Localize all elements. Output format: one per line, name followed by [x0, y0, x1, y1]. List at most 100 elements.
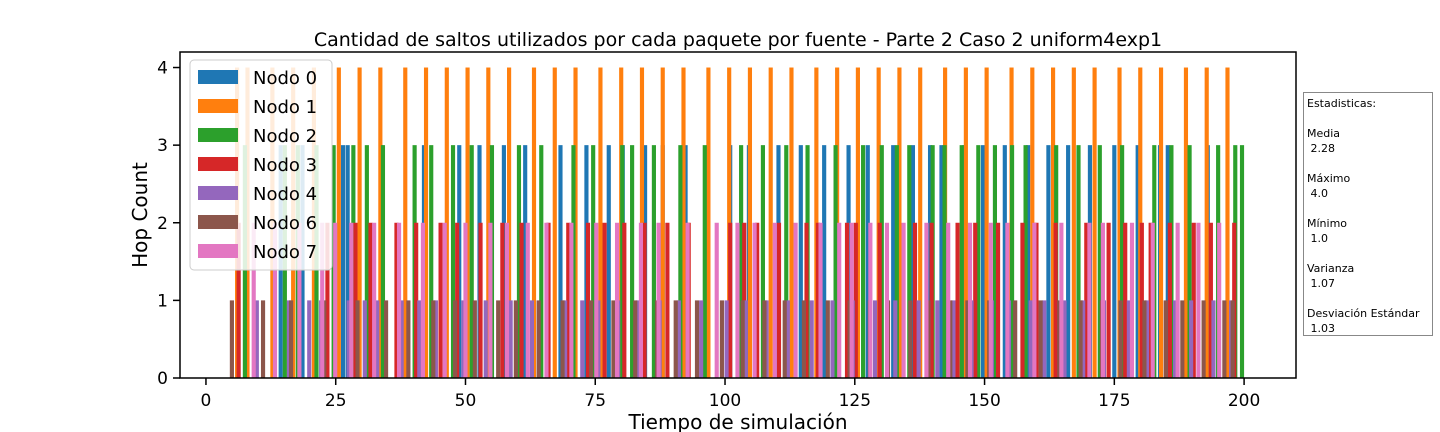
bar-nodo-4-2	[307, 300, 312, 378]
x-tick-label: 50	[455, 391, 477, 411]
y-tick-label: 2	[157, 214, 168, 234]
bar-nodo-3-17	[665, 222, 670, 378]
bar-nodo-7-18	[638, 222, 644, 378]
bar-nodo-7-21	[714, 222, 719, 378]
bar-nodo-4-9	[433, 300, 438, 378]
bar-nodo-7-12	[504, 222, 510, 378]
bar-nodo-4-33	[951, 300, 956, 378]
bar-nodo-1-11	[465, 67, 470, 378]
bar-nodo-0-27	[939, 145, 944, 378]
bar-nodo-7-37	[1032, 222, 1037, 378]
bar-nodo-6-25	[825, 300, 830, 378]
bar-nodo-3-6	[438, 222, 443, 378]
bar-nodo-3-15	[622, 222, 627, 378]
bar-nodo-1-25	[768, 67, 773, 378]
bar-nodo-7-38	[1059, 222, 1064, 378]
bar-nodo-6-6	[406, 300, 411, 378]
x-tick-label: 200	[1228, 391, 1260, 411]
legend-swatch-nodo-7	[198, 244, 238, 258]
bar-nodo-6-37	[1078, 300, 1083, 378]
bar-nodo-6-44	[1222, 300, 1227, 378]
bar-nodo-6-29	[908, 300, 913, 378]
bar-nodo-7-20	[685, 222, 690, 378]
bar-nodo-2-36	[1009, 145, 1015, 378]
chart-title: Cantidad de saltos utilizados por cada p…	[314, 29, 1162, 51]
bar-nodo-0-3	[345, 145, 350, 378]
bar-nodo-2-18	[630, 145, 635, 378]
bar-nodo-2-29	[894, 145, 899, 378]
bar-nodo-7-32	[924, 222, 929, 378]
bar-nodo-6-45	[1230, 300, 1235, 378]
bar-nodo-7-13	[525, 222, 530, 378]
bar-nodo-3-31	[973, 222, 978, 378]
bar-nodo-2-26	[833, 145, 838, 378]
bar-nodo-4-8	[417, 300, 422, 378]
bar-nodo-2-17	[620, 145, 625, 378]
bar-nodo-7-6	[372, 222, 377, 378]
bar-nodo-0-21	[822, 145, 827, 378]
stats-header: Estadisticas:	[1307, 97, 1377, 110]
legend-label-nodo-4: Nodo 4	[253, 184, 317, 205]
bar-nodo-1-9	[423, 67, 429, 378]
bar-nodo-6-39	[1118, 300, 1123, 378]
bar-nodo-1-20	[660, 67, 665, 378]
bar-nodo-6-16	[633, 300, 638, 378]
bar-nodo-3-12	[566, 222, 571, 378]
bar-nodo-4-42	[1126, 300, 1131, 378]
bar-nodo-6-43	[1201, 300, 1206, 378]
bar-nodo-4-4	[346, 300, 351, 378]
bar-nodo-7-22	[735, 222, 740, 378]
bar-nodo-7-33	[946, 222, 951, 378]
bar-nodo-1-15	[552, 67, 557, 378]
bar-nodo-2-41	[1120, 145, 1125, 378]
bar-nodo-2-7	[380, 145, 386, 378]
y-tick-label: 3	[157, 136, 168, 156]
bar-nodo-4-0	[254, 300, 259, 378]
bar-nodo-6-19	[694, 300, 700, 378]
bar-nodo-2-44	[1187, 145, 1192, 378]
bar-nodo-2-10	[450, 145, 456, 378]
bar-nodo-3-29	[929, 222, 934, 378]
bar-nodo-2-37	[1023, 145, 1028, 378]
bar-nodo-3-23	[804, 222, 809, 378]
bar-nodo-7-23	[752, 222, 757, 378]
bar-nodo-3-0	[236, 222, 241, 378]
bar-nodo-4-27	[830, 300, 835, 378]
legend-swatch-nodo-1	[198, 99, 238, 113]
bar-nodo-7-34	[967, 222, 973, 378]
bar-nodo-3-7	[455, 222, 460, 378]
bar-nodo-6-0	[229, 300, 234, 378]
bar-nodo-6-10	[496, 300, 501, 378]
bar-nodo-7-36	[1005, 222, 1010, 378]
stat-media-label: Media	[1307, 127, 1341, 140]
stat-desviacion-value: 1.03	[1307, 322, 1335, 335]
bar-nodo-6-23	[782, 300, 787, 378]
bar-nodo-0-10	[558, 145, 563, 378]
x-tick-label: 125	[839, 391, 871, 411]
legend-swatch-nodo-0	[198, 70, 238, 84]
bar-nodo-4-6	[375, 300, 380, 378]
bar-nodo-1-7	[378, 67, 383, 378]
bar-nodo-3-5	[414, 222, 419, 378]
bar-nodo-7-42	[1150, 222, 1155, 378]
bar-nodo-7-39	[1087, 222, 1092, 378]
x-axis-label: Tiempo de simulación	[627, 410, 847, 432]
bar-nodo-3-37	[1106, 222, 1111, 378]
bar-nodo-6-34	[1013, 300, 1018, 378]
bar-nodo-6-20	[719, 300, 724, 378]
bar-nodo-1-31	[897, 67, 902, 378]
bar-nodo-6-40	[1142, 300, 1147, 378]
bar-nodo-3-13	[585, 222, 591, 378]
bar-nodo-7-5	[349, 222, 354, 378]
bar-nodo-3-42	[1191, 222, 1196, 378]
bar-nodo-7-35	[988, 222, 993, 378]
bar-nodo-4-37	[1028, 300, 1033, 378]
bar-nodo-0-24	[891, 145, 896, 378]
bar-nodo-2-28	[879, 145, 884, 378]
stat-minimo-value: 1.0	[1307, 232, 1328, 245]
legend-label-nodo-0: Nodo 0	[253, 68, 317, 89]
bar-nodo-3-28	[912, 222, 918, 378]
bar-nodo-6-41	[1163, 300, 1168, 378]
bar-nodo-4-7	[399, 300, 404, 378]
bar-nodo-1-32	[918, 67, 923, 378]
